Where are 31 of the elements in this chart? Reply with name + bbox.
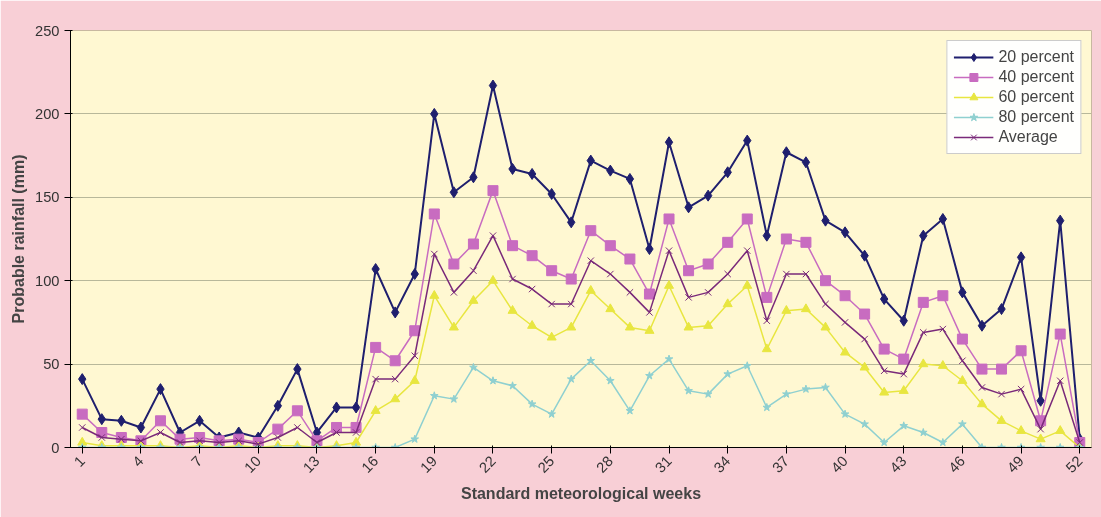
y-tick-label: 50 xyxy=(43,356,60,373)
legend-label: Average xyxy=(998,128,1058,146)
x-tick-label: 1 xyxy=(70,452,88,470)
x-tick-label: 37 xyxy=(769,452,793,476)
y-axis-title: Probable rainfall (mm) xyxy=(10,154,28,324)
x-axis-title: Standard meteorological weeks xyxy=(460,485,702,503)
x-tick-label: 28 xyxy=(593,452,617,476)
x-tick-label: 7 xyxy=(188,452,206,470)
x-tick-label: 40 xyxy=(827,452,851,476)
y-tick-label: 100 xyxy=(35,272,60,289)
legend-label: 80 percent xyxy=(998,108,1074,126)
legend-label: 60 percent xyxy=(998,88,1074,106)
y-tick-label: 200 xyxy=(35,105,60,122)
y-tick-label: 250 xyxy=(35,22,60,39)
legend-label: 40 percent xyxy=(998,68,1074,86)
y-tick-label: 150 xyxy=(35,189,60,206)
x-tick-label: 49 xyxy=(1003,452,1027,476)
y-tick-label: 0 xyxy=(51,439,60,456)
x-tick-label: 52 xyxy=(1062,452,1086,476)
legend-label: 20 percent xyxy=(998,48,1074,66)
x-tick-label: 34 xyxy=(710,452,734,476)
x-tick-label: 10 xyxy=(241,452,265,476)
x-tick-label: 13 xyxy=(299,452,323,476)
x-tick-label: 25 xyxy=(534,452,558,476)
x-tick-label: 31 xyxy=(651,452,675,476)
x-tick-label: 4 xyxy=(129,452,147,470)
x-tick-label: 22 xyxy=(475,452,499,476)
x-tick-label: 16 xyxy=(358,452,382,476)
x-tick-label: 43 xyxy=(886,452,910,476)
x-tick-label: 46 xyxy=(945,452,969,476)
x-tick-label: 19 xyxy=(417,452,441,476)
